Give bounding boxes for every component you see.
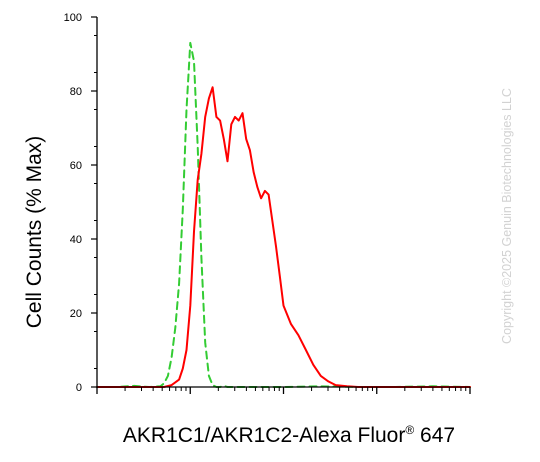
axes: 0 20 40 60 80 100 — [64, 12, 471, 394]
x-axis-label-suffix: 647 — [414, 424, 455, 447]
labels: Cell Counts (% Max) AKR1C1/AKR1C2-Alexa … — [23, 136, 455, 447]
plot-lines — [96, 41, 471, 388]
y-tick-label: 80 — [70, 86, 82, 98]
y-tick-label: 60 — [70, 160, 82, 172]
y-tick-label: 100 — [64, 12, 82, 24]
x-axis-label: AKR1C1/AKR1C2-Alexa Fluor® 647 — [123, 423, 455, 447]
x-axis-label-registered-mark: ® — [405, 423, 414, 437]
y-tick-label: 40 — [70, 234, 82, 246]
copyright-watermark: Copyright ©2025 Genuin Biotechnologies L… — [500, 88, 514, 344]
stained-histogram-line — [96, 86, 471, 388]
x-axis-label-main: AKR1C1/AKR1C2-Alexa Fluor — [123, 424, 405, 447]
control-histogram-line — [96, 41, 471, 388]
y-tick-label: 0 — [76, 382, 82, 394]
y-axis-label: Cell Counts (% Max) — [23, 136, 46, 329]
y-tick-label: 20 — [70, 308, 82, 320]
watermark-group: Copyright ©2025 Genuin Biotechnologies L… — [500, 88, 514, 344]
